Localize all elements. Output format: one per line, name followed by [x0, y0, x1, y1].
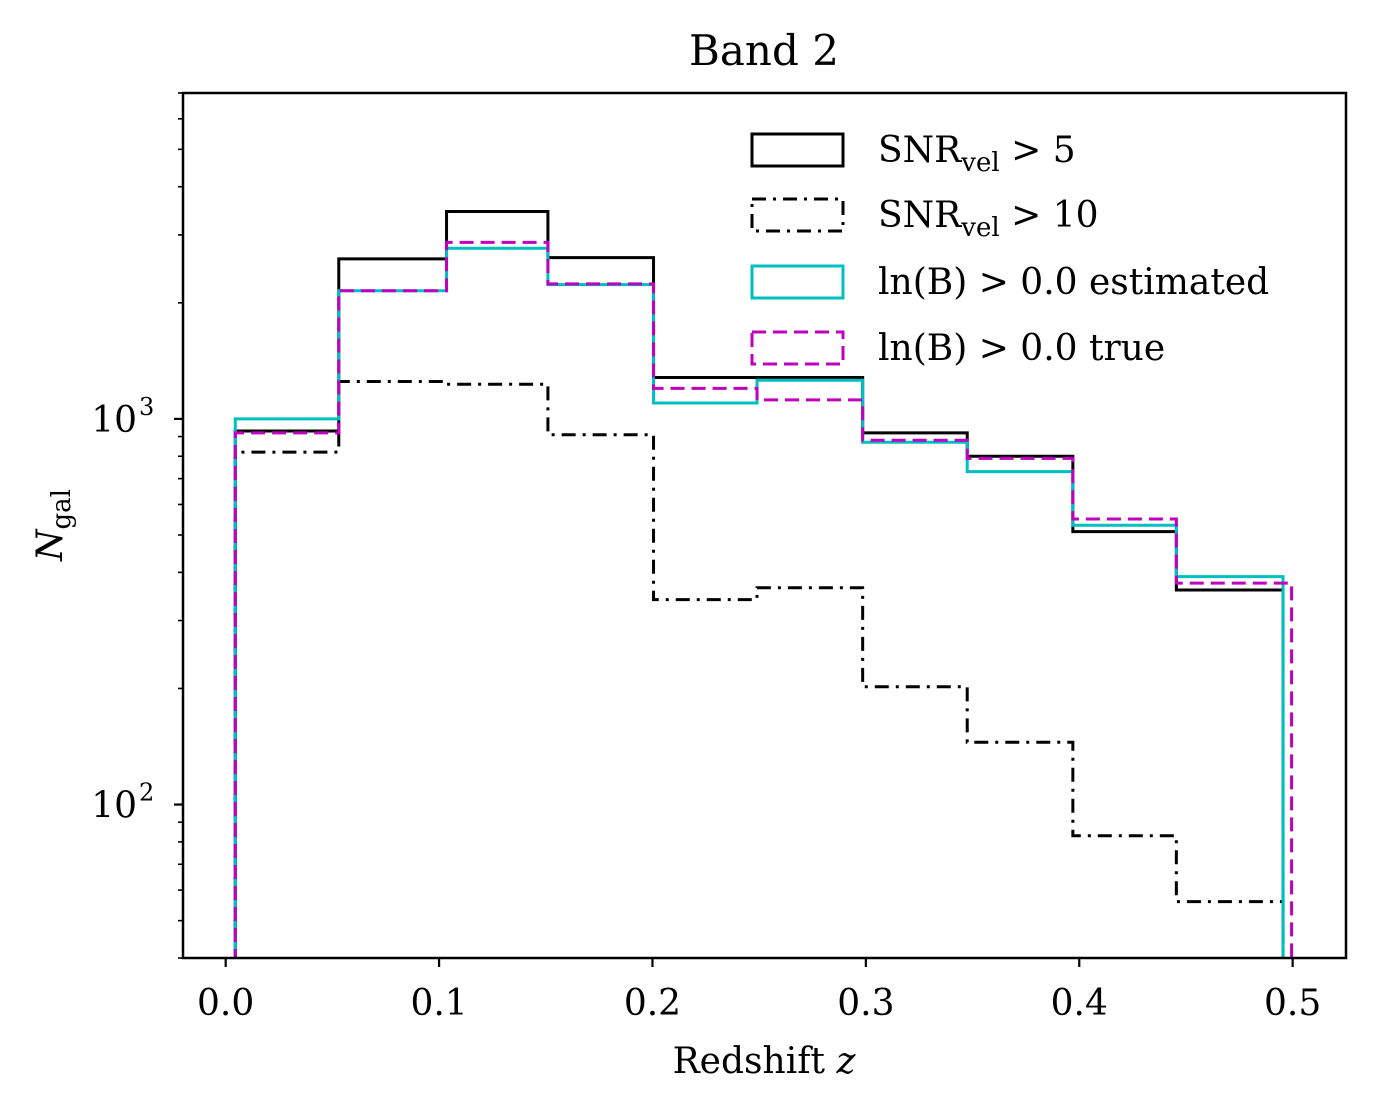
plot-frame: [181, 91, 1348, 960]
y-tick-label-0: 10: [91, 786, 137, 827]
legend-swatch-2: [750, 264, 845, 300]
y-tick-exponent-1: 3: [139, 393, 154, 421]
y-axis-label-sub: gal: [47, 489, 77, 529]
legend-label-3: ln(B) > 0.0 true: [878, 328, 1165, 369]
x-axis-label: Redshift z: [673, 1041, 857, 1082]
legend-label-1: SNRvel > 10: [878, 195, 1099, 243]
series-line-0: [233, 209, 1285, 958]
x-tick-label-0: 0.0: [197, 983, 254, 1024]
y-axis-label: Ngal: [30, 489, 77, 562]
y-tick-label-1: 10: [91, 400, 137, 441]
legend-label-0: SNRvel > 5: [878, 130, 1076, 178]
series-line-1: [233, 380, 1285, 958]
series-layer: [233, 209, 1294, 958]
y-axis-label-main: N: [30, 528, 71, 562]
x-axis-label-text: Redshift: [673, 1041, 826, 1082]
x-tick-label-5: 0.5: [1264, 983, 1321, 1024]
legend-swatch-0: [750, 132, 845, 168]
chart-title: Band 2: [689, 26, 839, 75]
y-tick-exponent-0: 2: [139, 779, 154, 807]
legend-swatch-1: [750, 197, 845, 233]
x-tick-label-2: 0.2: [624, 983, 681, 1024]
x-tick-label-3: 0.3: [837, 983, 894, 1024]
legend-label-2: ln(B) > 0.0 estimated: [878, 262, 1269, 303]
x-axis-label-var: z: [835, 1041, 856, 1082]
legend: SNRvel > 5 SNRvel > 10 ln(B) > 0.0 estimat…: [750, 130, 1269, 369]
x-tick-label-1: 0.1: [410, 983, 467, 1024]
series-line-3: [233, 240, 1294, 958]
legend-swatch-3: [750, 330, 845, 366]
x-tick-label-4: 0.4: [1051, 983, 1108, 1024]
